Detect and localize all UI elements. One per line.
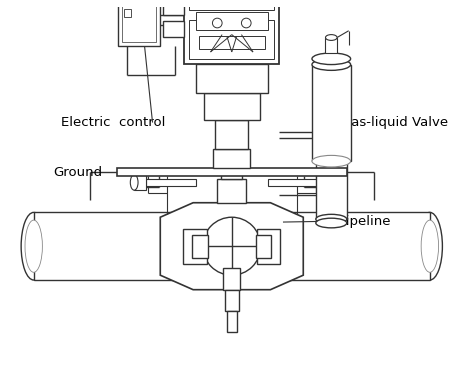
Ellipse shape [130,175,138,190]
Bar [225,290,238,311]
Bar [199,35,264,49]
Bar [257,229,280,264]
Bar [280,213,430,280]
Circle shape [212,18,222,28]
Bar [184,0,279,64]
Bar [217,179,246,203]
Bar [213,149,250,168]
Bar [196,64,267,92]
Ellipse shape [316,215,347,224]
Bar [221,159,242,179]
Bar [326,37,337,53]
Bar [118,0,160,46]
Ellipse shape [312,59,351,70]
Bar [189,0,274,11]
Bar [223,268,240,290]
Polygon shape [160,203,303,290]
Bar [124,9,131,17]
Ellipse shape [326,175,333,190]
Circle shape [241,18,251,28]
Text: Pipeline: Pipeline [339,215,392,228]
Ellipse shape [316,218,347,228]
Ellipse shape [417,213,442,280]
Ellipse shape [421,220,438,272]
Bar [227,311,237,332]
Bar [163,21,184,37]
Ellipse shape [312,155,351,167]
Bar [316,159,347,219]
Bar [204,92,260,120]
Bar [146,179,196,186]
Bar [117,168,347,176]
Bar [267,179,318,186]
Ellipse shape [25,220,42,272]
Bar [312,65,351,161]
Bar [256,235,272,258]
Bar [192,235,208,258]
Bar [122,0,156,43]
Bar [196,12,267,30]
Circle shape [203,217,261,275]
Bar [183,229,207,264]
Text: Electric  control: Electric control [61,116,165,129]
Ellipse shape [312,53,351,65]
Text: Gas-liquid Valve: Gas-liquid Valve [341,116,448,129]
Bar [215,120,248,149]
Bar [134,175,146,190]
Bar [163,0,184,15]
Bar [34,213,183,280]
Ellipse shape [326,35,337,41]
Bar [189,20,274,59]
Text: Ground: Ground [53,166,102,179]
Bar [318,175,329,190]
Ellipse shape [21,213,46,280]
